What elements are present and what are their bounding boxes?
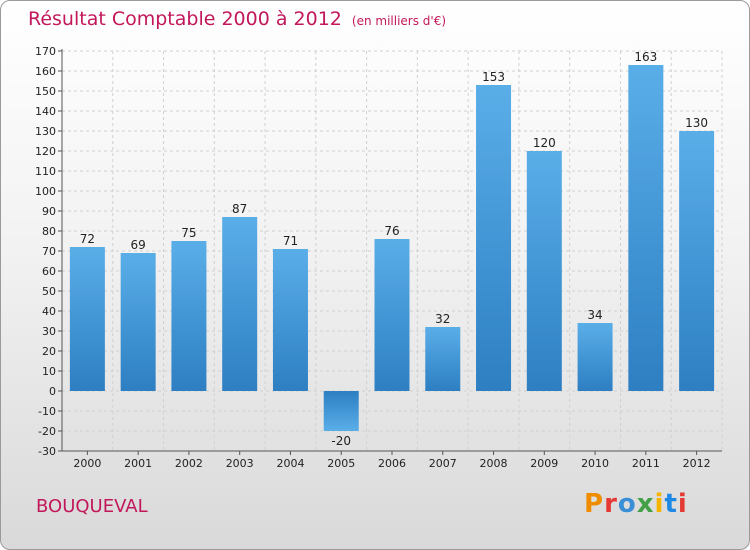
x-tick-label-2004: 2004 bbox=[276, 457, 304, 470]
value-label-2003: 87 bbox=[232, 202, 247, 216]
y-tick-label: -10 bbox=[38, 405, 56, 418]
value-labels: 72 69 75 87 71 -20 76 32 153 120 34 163 130 bbox=[80, 50, 708, 448]
value-label-2010: 34 bbox=[587, 308, 602, 322]
bar-2000 bbox=[69, 247, 105, 391]
bar-2008 bbox=[476, 85, 512, 391]
y-tick-label: 0 bbox=[49, 385, 56, 398]
logo-letter: r bbox=[604, 489, 618, 519]
y-tick-label: 90 bbox=[42, 205, 56, 218]
x-tick-label-2010: 2010 bbox=[581, 457, 609, 470]
proxiti-logo[interactable]: Proxiti bbox=[584, 489, 688, 519]
logo-letter: x bbox=[636, 489, 655, 519]
bar-2011 bbox=[628, 65, 664, 391]
bar-2006 bbox=[374, 239, 410, 391]
y-tick-label: 150 bbox=[35, 85, 56, 98]
y-tick-label: 130 bbox=[35, 125, 56, 138]
y-tick-label: 170 bbox=[35, 45, 56, 58]
y-tick-label: -20 bbox=[38, 425, 56, 438]
y-tick-label: 20 bbox=[42, 345, 56, 358]
commune-name: BOUQUEVAL bbox=[36, 496, 148, 517]
y-tick-label: 120 bbox=[35, 145, 56, 158]
chart-title-text: Résultat Comptable 2000 à 2012 bbox=[28, 8, 342, 30]
x-tick-label-2001: 2001 bbox=[124, 457, 152, 470]
y-tick-label: -30 bbox=[38, 445, 56, 458]
bar-2009 bbox=[526, 151, 562, 391]
value-label-2009: 120 bbox=[533, 136, 556, 150]
value-label-2007: 32 bbox=[435, 312, 450, 326]
bar-2003 bbox=[222, 217, 258, 391]
logo-letter: i bbox=[677, 489, 688, 519]
bars bbox=[69, 65, 715, 431]
value-label-2006: 76 bbox=[384, 224, 399, 238]
y-tick-label: 160 bbox=[35, 65, 56, 78]
y-tick-label: 80 bbox=[42, 225, 56, 238]
y-tick-label: 30 bbox=[42, 325, 56, 338]
bar-2010 bbox=[577, 323, 613, 391]
logo-letter: o bbox=[617, 489, 637, 519]
logo-letter: t bbox=[664, 489, 678, 519]
x-tick-label-2011: 2011 bbox=[632, 457, 660, 470]
y-tick-label: 50 bbox=[42, 285, 56, 298]
x-tick-label-2006: 2006 bbox=[378, 457, 406, 470]
logo-letter: P bbox=[584, 489, 605, 519]
value-label-2012: 130 bbox=[685, 116, 708, 130]
axes: -30 -20 -10 0 10 20 30 40 50 60 70 80 90 100 110 120 130… bbox=[35, 45, 722, 470]
y-tick-label: 10 bbox=[42, 365, 56, 378]
x-tick-label-2012: 2012 bbox=[683, 457, 711, 470]
x-tick-label-2008: 2008 bbox=[480, 457, 508, 470]
y-tick-label: 110 bbox=[35, 165, 56, 178]
x-tick-label-2003: 2003 bbox=[226, 457, 254, 470]
bar-2004 bbox=[272, 249, 308, 391]
chart-title: Résultat Comptable 2000 à 2012 (en millie… bbox=[28, 8, 446, 30]
value-label-2002: 75 bbox=[181, 226, 196, 240]
bar-2005 bbox=[323, 391, 359, 431]
bar-2001 bbox=[120, 253, 156, 391]
y-tick-label: 40 bbox=[42, 305, 56, 318]
y-tick-label: 70 bbox=[42, 245, 56, 258]
value-label-2004: 71 bbox=[283, 234, 298, 248]
y-tick-label: 140 bbox=[35, 105, 56, 118]
value-label-2008: 153 bbox=[482, 70, 505, 84]
x-tick-label-2005: 2005 bbox=[327, 457, 355, 470]
bar-2007 bbox=[425, 327, 461, 391]
value-label-2001: 69 bbox=[131, 238, 146, 252]
x-tick-label-2002: 2002 bbox=[175, 457, 203, 470]
y-tick-label: 100 bbox=[35, 185, 56, 198]
x-tick-label-2007: 2007 bbox=[429, 457, 457, 470]
chart-subtitle: (en milliers d'€) bbox=[351, 14, 447, 28]
value-label-2005: -20 bbox=[331, 434, 351, 448]
value-label-2011: 163 bbox=[634, 50, 657, 64]
x-tick-label-2000: 2000 bbox=[73, 457, 101, 470]
bar-2012 bbox=[679, 131, 715, 391]
logo-letter: i bbox=[654, 489, 665, 519]
bar-2002 bbox=[171, 241, 207, 391]
value-label-2000: 72 bbox=[80, 232, 95, 246]
y-tick-label: 60 bbox=[42, 265, 56, 278]
x-tick-label-2009: 2009 bbox=[530, 457, 558, 470]
